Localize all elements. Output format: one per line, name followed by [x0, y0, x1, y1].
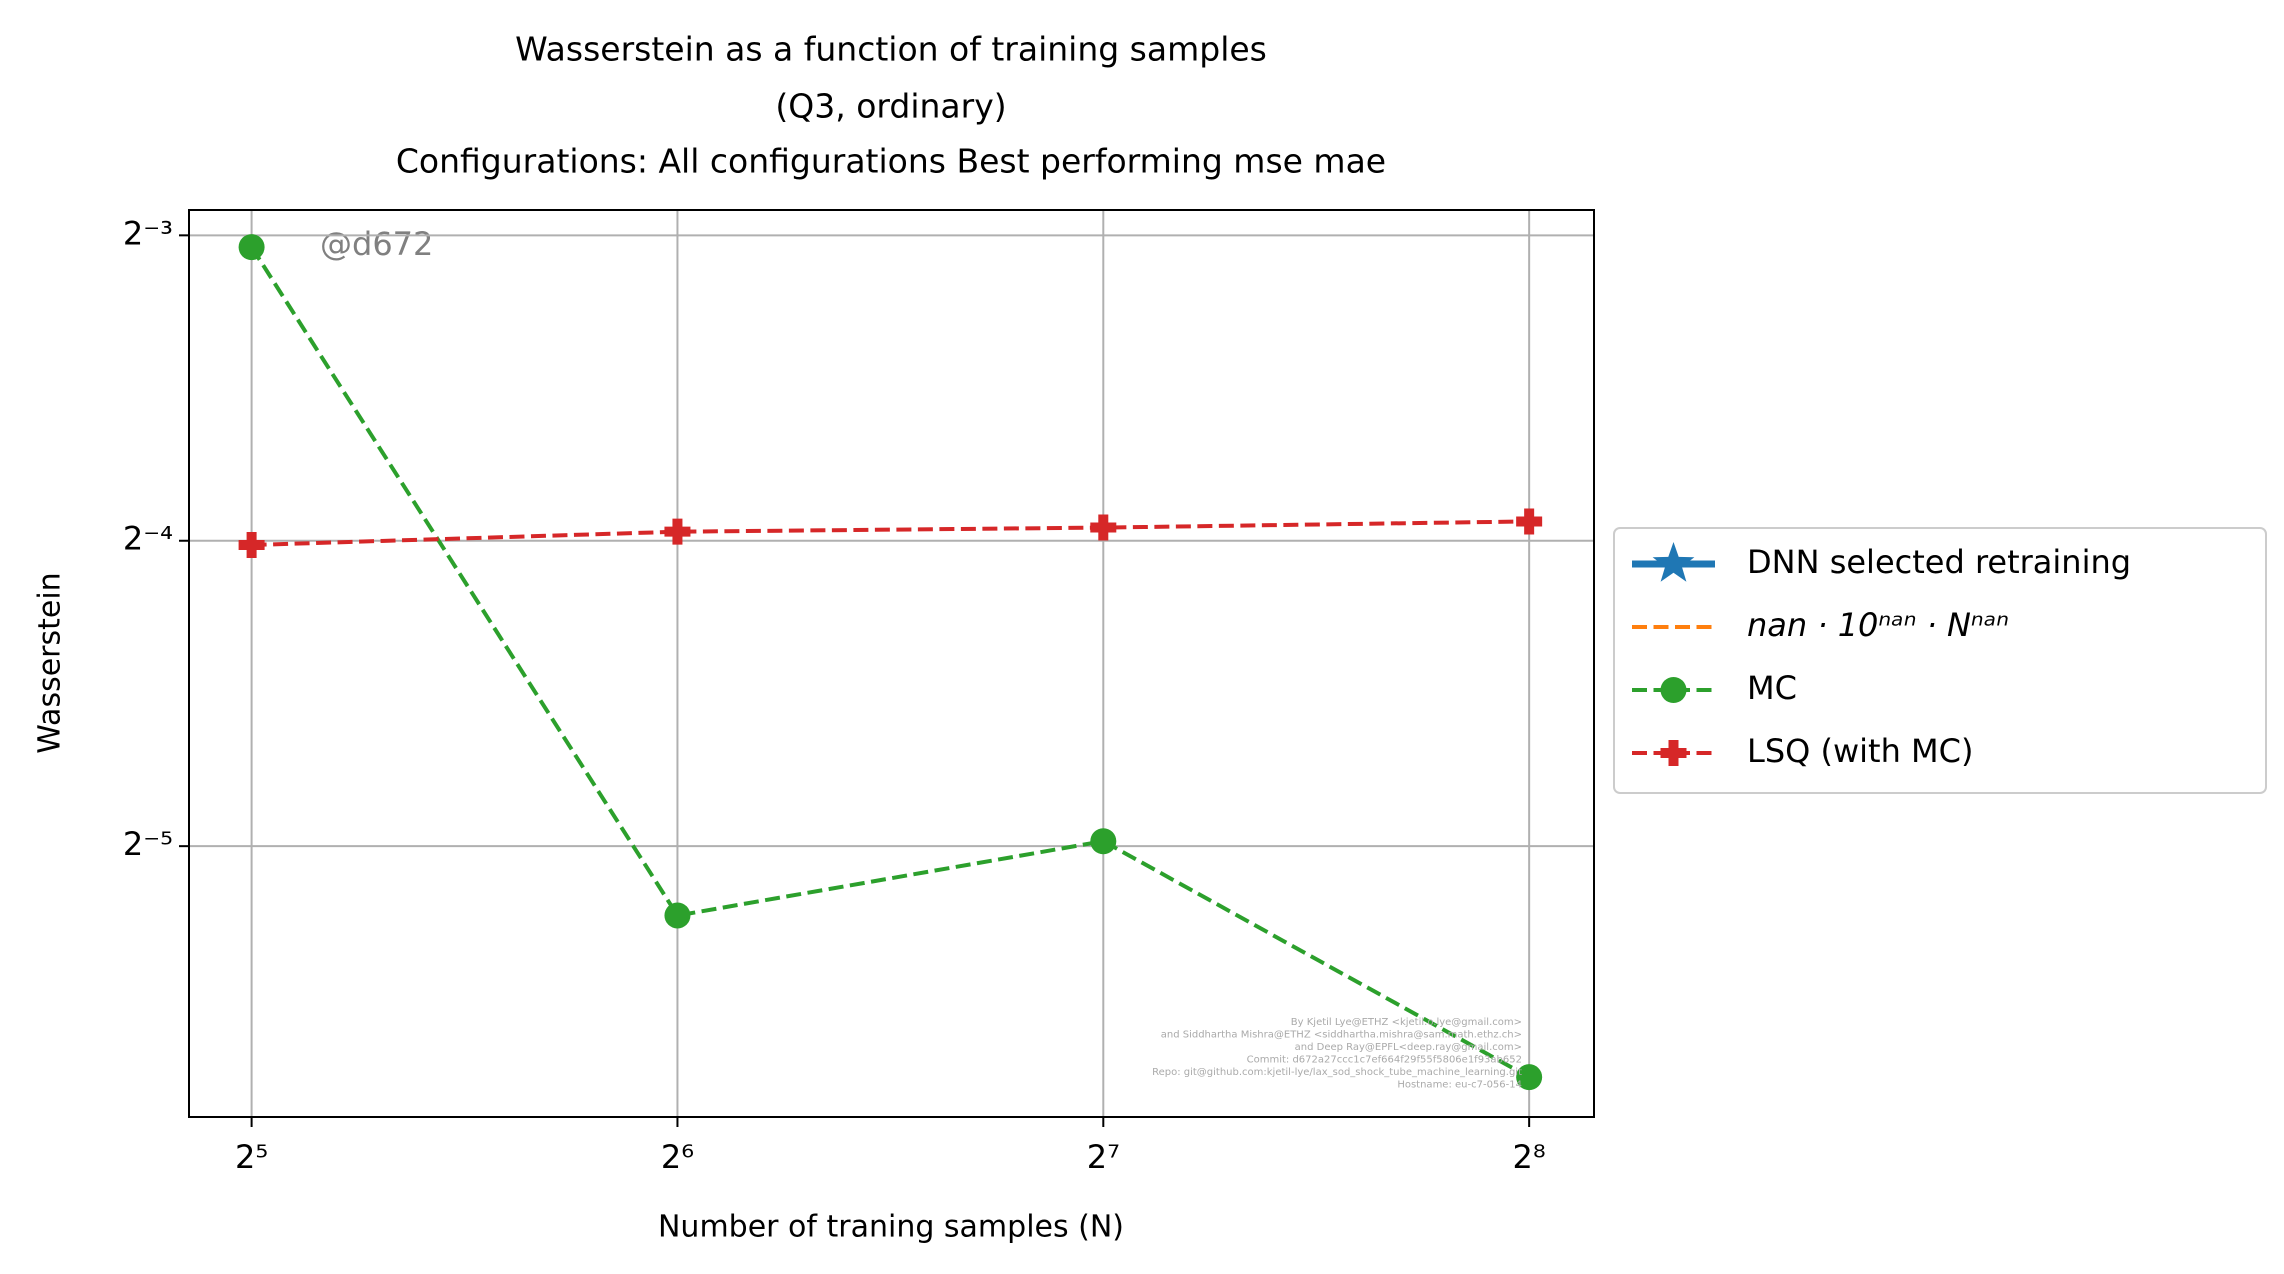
annotation: @d672	[320, 225, 433, 263]
footer-text: and Deep Ray@EPFL<deep.ray@gmail.com>	[1295, 1042, 1522, 1053]
marker	[1516, 508, 1543, 535]
x-tick-label: 2⁸	[1513, 1138, 1546, 1176]
footer-text: Hostname: eu-c7-056-14	[1397, 1080, 1522, 1091]
marker	[664, 518, 691, 545]
marker	[1516, 1064, 1543, 1091]
legend-label: DNN selected retraining	[1747, 543, 2131, 581]
marker	[238, 234, 265, 261]
x-tick-label: 2⁶	[661, 1138, 694, 1176]
legend-label: nan · 10ⁿᵃⁿ · Nⁿᵃⁿ	[1747, 606, 2009, 644]
marker	[1090, 828, 1117, 855]
legend-marker	[1652, 542, 1695, 582]
chart-title: (Q3, ordinary)	[775, 87, 1006, 126]
y-tick-label: 2⁻⁴	[123, 520, 173, 558]
chart-title: Wasserstein as a function of training sa…	[515, 30, 1267, 69]
plot-frame	[188, 209, 1595, 1118]
chart-title: Configurations: All configurations Best …	[396, 142, 1386, 181]
marker	[238, 531, 265, 558]
footer-text: By Kjetil Lye@ETHZ <kjetil.o.lye@gmail.c…	[1291, 1017, 1522, 1028]
legend-label: MC	[1747, 669, 1797, 707]
y-tick-label: 2⁻³	[123, 214, 173, 252]
x-tick-label: 2⁷	[1087, 1138, 1120, 1176]
y-tick-label: 2⁻⁵	[123, 825, 173, 863]
legend-label: LSQ (with MC)	[1747, 732, 1973, 770]
x-axis-label: Number of traning samples (N)	[658, 1210, 1124, 1245]
y-axis-label: Wasserstein	[33, 572, 68, 753]
footer-text: and Siddhartha Mishra@ETHZ <siddhartha.m…	[1161, 1030, 1522, 1041]
marker	[1090, 514, 1117, 541]
series-line	[249, 246, 1531, 1079]
x-tick-label: 2⁵	[235, 1138, 268, 1176]
legend-marker	[1660, 677, 1687, 703]
legend-frame	[1613, 527, 2267, 794]
series-line	[251, 519, 1530, 547]
legend-marker	[1660, 740, 1687, 766]
footer-text: Commit: d672a27ccc1c7ef664f29f55f5806e1f…	[1247, 1055, 1522, 1066]
footer-text: Repo: git@github.com:kjetil-lye/lax_sod_…	[1152, 1067, 1522, 1078]
marker	[664, 902, 691, 929]
